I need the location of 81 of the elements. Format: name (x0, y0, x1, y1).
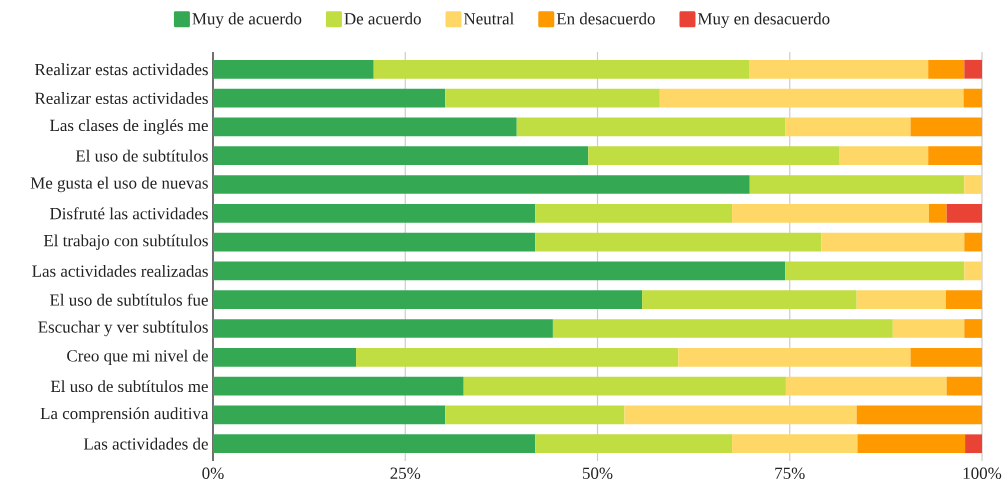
bar (624, 405, 857, 425)
bar (463, 376, 786, 396)
bar (964, 232, 983, 252)
y-tick-label: Escuchar y ver subtítulos (38, 320, 208, 337)
bar (910, 117, 983, 137)
bar (213, 175, 750, 194)
x-tick-label: 75% (775, 467, 805, 479)
bar (732, 434, 858, 454)
bar (213, 88, 446, 108)
y-tick-label: El uso de subtítulos (75, 149, 208, 162)
bar (732, 203, 929, 223)
bar (678, 347, 911, 367)
y-tick-label: La comprensión auditiva (40, 407, 209, 423)
bar (445, 88, 660, 108)
bar (356, 347, 679, 367)
bar (516, 117, 786, 137)
bar (445, 405, 625, 425)
bar (749, 59, 929, 79)
bar (213, 405, 446, 425)
bar (838, 146, 929, 166)
bar (857, 434, 966, 454)
legend-label: Muy de acuerdo (192, 12, 302, 28)
bar (964, 59, 983, 79)
y-tick-label: Las actividades de (83, 437, 208, 450)
bar (373, 59, 749, 79)
y-tick-label: Las actividades realizadas (32, 264, 208, 277)
bar (928, 203, 947, 223)
bar (964, 319, 983, 338)
bar (213, 376, 464, 396)
legend-label: En desacuerdo (556, 12, 655, 25)
bar (785, 117, 911, 137)
bar (213, 203, 536, 223)
y-tick-label: El uso de subtítulos me (50, 380, 208, 393)
y-tick-label: Realizar estas actividades (34, 92, 208, 105)
bar (535, 203, 733, 223)
x-tick-label: 50% (582, 467, 613, 479)
y-tick-label: El uso de subtítulos fue (49, 293, 208, 306)
bar (659, 88, 964, 108)
bar (213, 261, 786, 281)
bar (588, 146, 839, 166)
legend-label: De acuerdo (344, 12, 421, 25)
y-tick-label: Realizar estas actividades (34, 63, 208, 76)
bar (213, 146, 589, 166)
bar (946, 376, 983, 396)
bar (213, 290, 643, 310)
bar (552, 319, 893, 338)
bar (963, 88, 983, 108)
y-tick-label: Las clases de inglés me (50, 119, 208, 135)
legend-label: Neutral (463, 12, 514, 25)
bar (928, 59, 965, 79)
x-tick-label: 0% (202, 467, 224, 479)
bar (642, 290, 857, 310)
bar (535, 434, 733, 454)
y-tick-label: Disfruté las actividades (50, 207, 208, 220)
bar (856, 290, 946, 310)
bar (213, 434, 536, 454)
bar (213, 319, 553, 338)
bar (928, 146, 983, 166)
bar (535, 232, 822, 252)
bar (910, 347, 983, 367)
x-tick-label: 100% (963, 467, 1002, 479)
bar (965, 434, 983, 454)
bar (964, 175, 983, 194)
y-tick-label: El trabajo con subtítulos (43, 234, 208, 250)
bar (213, 117, 517, 137)
bar (946, 203, 983, 223)
bar (213, 347, 357, 367)
bar (785, 261, 965, 281)
bar (785, 376, 947, 396)
bar (213, 232, 536, 252)
bar (892, 319, 965, 338)
bar (945, 290, 983, 310)
bar (749, 175, 965, 194)
bar (964, 261, 983, 281)
y-tick-label: Creo que mi nivel de (67, 349, 208, 365)
x-tick-label: 25% (390, 467, 421, 479)
legend-label: Muy en desacuerdo (697, 12, 830, 28)
y-tick-label: Me gusta el uso de nuevas (30, 176, 208, 193)
bar (213, 59, 374, 79)
bar (821, 232, 965, 252)
bar (856, 405, 983, 425)
